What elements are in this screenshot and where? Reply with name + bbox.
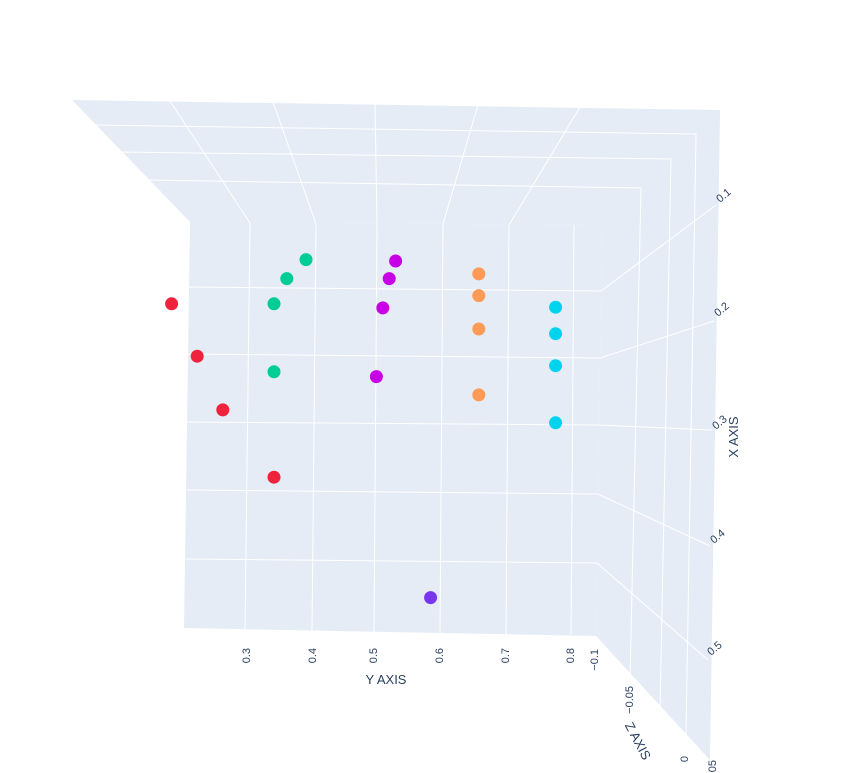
gridline-top-horizontal-1 bbox=[121, 151, 672, 160]
x-axis-title: X AXIS bbox=[726, 416, 741, 458]
gridline-side-x-1 bbox=[599, 320, 715, 359]
data-point-s0-3[interactable] bbox=[267, 470, 281, 484]
y-axis-ticks: 0.3 0.4 0.5 0.6 0.7 0.8 bbox=[241, 648, 577, 663]
gridline-back-horizontal-1 bbox=[187, 353, 601, 359]
data-point-s5-0[interactable] bbox=[424, 591, 438, 605]
right-pane bbox=[596, 110, 720, 760]
gridline-back-horizontal-3 bbox=[185, 489, 599, 495]
z-tick-label-3: 0.05 bbox=[707, 760, 719, 773]
gridline-top-depth-3 bbox=[442, 104, 479, 225]
gridline-side-x-2 bbox=[598, 424, 713, 431]
top-pane bbox=[72, 100, 720, 225]
gridline-back-vertical-4 bbox=[505, 224, 510, 635]
y-tick-label-5: 0.8 bbox=[565, 648, 577, 663]
back-pane bbox=[184, 222, 602, 636]
gridline-top-depth-0 bbox=[169, 100, 251, 224]
gridline-top-horizontal-0 bbox=[95, 124, 697, 135]
data-points bbox=[165, 253, 563, 605]
gridline-side-z-1 bbox=[659, 158, 672, 711]
data-point-s3-2[interactable] bbox=[472, 322, 486, 336]
data-point-s0-1[interactable] bbox=[190, 349, 204, 363]
gridline-side-x-3 bbox=[597, 493, 711, 547]
data-point-s2-1[interactable] bbox=[382, 272, 396, 286]
data-point-s1-1[interactable] bbox=[280, 272, 294, 286]
gridline-back-vertical-5 bbox=[570, 224, 575, 636]
data-point-s2-0[interactable] bbox=[389, 254, 403, 268]
gridline-back-vertical-3 bbox=[439, 223, 444, 634]
data-point-s4-0[interactable] bbox=[549, 300, 563, 314]
z-tick-label-0: −0.1 bbox=[589, 649, 601, 671]
data-point-s2-3[interactable] bbox=[369, 370, 383, 384]
data-point-s4-3[interactable] bbox=[549, 416, 563, 430]
data-point-s4-2[interactable] bbox=[549, 359, 563, 373]
data-point-s3-1[interactable] bbox=[472, 289, 486, 303]
data-point-s3-0[interactable] bbox=[472, 267, 486, 281]
gridline-back-vertical-1 bbox=[311, 223, 317, 632]
data-point-s0-2[interactable] bbox=[216, 403, 230, 417]
data-point-s1-2[interactable] bbox=[267, 297, 281, 311]
gridline-back-horizontal-4 bbox=[184, 558, 598, 564]
gridline-back-vertical-0 bbox=[244, 222, 251, 631]
gridline-side-z-0 bbox=[685, 133, 697, 736]
y-axis-title: Y AXIS bbox=[366, 672, 407, 687]
y-tick-label-3: 0.6 bbox=[434, 648, 446, 663]
data-point-s1-0[interactable] bbox=[299, 253, 313, 267]
data-point-s4-1[interactable] bbox=[549, 327, 563, 341]
gridline-top-depth-2 bbox=[374, 103, 378, 225]
gridline-top-horizontal-2 bbox=[147, 179, 642, 189]
left-pane bbox=[72, 100, 190, 628]
y-tick-label-4: 0.7 bbox=[500, 648, 512, 663]
gridline-back-vertical-2 bbox=[373, 223, 378, 633]
data-point-s1-3[interactable] bbox=[267, 365, 281, 379]
gridline-back-horizontal-0 bbox=[188, 286, 602, 292]
z-axis-ticks: −0.1 −0.05 0 0.05 bbox=[589, 649, 719, 773]
data-point-s3-3[interactable] bbox=[472, 388, 486, 402]
gridlines bbox=[95, 100, 717, 736]
gridline-top-depth-4 bbox=[508, 106, 581, 226]
z-tick-label-2: 0 bbox=[679, 756, 691, 762]
gridline-side-z-2 bbox=[629, 187, 642, 681]
data-point-s2-2[interactable] bbox=[376, 301, 390, 315]
z-axis-title: Z AXIS bbox=[622, 720, 654, 763]
y-tick-label-1: 0.4 bbox=[307, 648, 319, 663]
axis-panes bbox=[72, 100, 720, 760]
data-point-s0-0[interactable] bbox=[165, 297, 179, 311]
y-tick-label-2: 0.5 bbox=[368, 648, 380, 663]
gridline-top-depth-1 bbox=[272, 101, 317, 225]
z-tick-label-1: −0.05 bbox=[624, 686, 636, 714]
gridline-side-x-4 bbox=[596, 562, 709, 661]
y-tick-label-0: 0.3 bbox=[241, 648, 253, 663]
gridline-back-horizontal-2 bbox=[186, 421, 600, 426]
gridline-side-x-0 bbox=[600, 204, 717, 292]
